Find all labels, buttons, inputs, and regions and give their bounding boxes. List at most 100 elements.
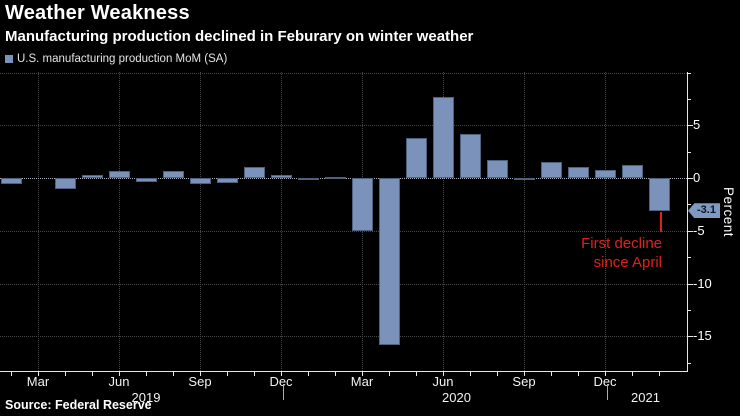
- annotation-line-2: since April: [593, 254, 662, 271]
- x-axis-tick: [11, 372, 12, 376]
- x-axis-month-label: Mar: [26, 374, 50, 389]
- bar-apr-2019: [54, 178, 76, 189]
- x-axis-line: [0, 371, 688, 372]
- x-axis-month-label: Jun: [432, 374, 454, 389]
- x-axis-tick: [605, 372, 606, 376]
- bar-sep-2020: [513, 178, 535, 181]
- x-axis-tick: [497, 372, 498, 376]
- bar-nov-2020: [567, 167, 589, 178]
- vertical-gridline: [38, 72, 39, 371]
- horizontal-gridline: [0, 125, 687, 127]
- x-axis-month-label: Dec: [593, 374, 617, 389]
- page-subtitle: Manufacturing production declined in Feb…: [5, 28, 474, 45]
- bar-sep-2019: [189, 178, 211, 185]
- y-axis-tick: [687, 72, 691, 74]
- x-axis-month-label: Jun: [108, 374, 130, 389]
- x-axis-year-label: 2019: [131, 390, 161, 405]
- bar-dec-2020: [594, 169, 616, 178]
- x-axis-tick: [389, 372, 390, 376]
- horizontal-gridline: [0, 336, 687, 338]
- horizontal-gridline: [0, 230, 687, 232]
- vertical-gridline: [281, 72, 282, 371]
- y-axis-tick-label: -10: [693, 275, 712, 291]
- x-axis-tick: [254, 372, 255, 376]
- x-axis-year-label: 2020: [442, 390, 471, 405]
- bar-jan-2020: [297, 178, 319, 180]
- bar-dec-2019: [270, 174, 292, 178]
- y-axis-tick: [687, 283, 693, 285]
- legend-label: U.S. manufacturing production MoM (SA): [17, 53, 228, 65]
- bar-jul-2019: [135, 178, 157, 183]
- x-axis-tick: [416, 372, 417, 376]
- x-axis-tick: [146, 372, 147, 376]
- y-axis-tick: [687, 125, 693, 127]
- horizontal-gridline: [0, 283, 687, 285]
- bar-jun-2019: [108, 170, 130, 178]
- x-axis-tick: [470, 372, 471, 376]
- legend: U.S. manufacturing production MoM (SA): [5, 53, 227, 65]
- x-axis-tick: [200, 372, 201, 376]
- y-axis-tick-label: -5: [693, 222, 705, 238]
- x-axis-tick: [173, 372, 174, 376]
- y-axis-line: [687, 72, 688, 372]
- bar-jun-2020: [432, 96, 454, 178]
- x-axis-tick: [119, 372, 120, 376]
- horizontal-gridline: [0, 72, 687, 74]
- x-axis-tick: [65, 372, 66, 376]
- bar-feb-2021: [648, 178, 670, 211]
- bar-apr-2020: [378, 178, 400, 345]
- vertical-gridline: [443, 72, 444, 371]
- year-divider-line: [607, 384, 608, 400]
- x-axis-year-label: 2021: [631, 390, 660, 405]
- bar-feb-2020: [324, 176, 346, 179]
- x-axis-month-label: Mar: [350, 374, 374, 389]
- year-divider-line: [283, 384, 284, 400]
- bar-jan-2021: [621, 165, 643, 178]
- x-axis-tick: [281, 372, 282, 376]
- vertical-gridline: [200, 72, 201, 371]
- y-axis-tick-label: 0: [693, 170, 701, 185]
- x-axis-tick: [335, 372, 336, 376]
- y-axis-tick: [687, 204, 691, 206]
- bar-jul-2020: [459, 133, 481, 178]
- vertical-gridline: [119, 72, 120, 371]
- bar-aug-2019: [162, 170, 184, 178]
- bar-may-2019: [81, 174, 103, 178]
- vertical-gridline: [605, 72, 606, 371]
- x-axis-tick: [524, 372, 525, 376]
- bar-feb-2019: [0, 178, 22, 185]
- bar-may-2020: [405, 137, 427, 178]
- y-axis-title: Percent: [721, 187, 736, 238]
- source-text: Source: Federal Reserve: [5, 398, 152, 412]
- x-axis-tick: [578, 372, 579, 376]
- legend-swatch-icon: [5, 55, 13, 63]
- y-axis-tick: [687, 230, 693, 232]
- y-axis-tick-label: -15: [693, 328, 712, 344]
- x-axis-tick: [659, 372, 660, 376]
- x-axis-month-label: Sep: [512, 374, 536, 389]
- value-callout-badge: -3.1: [688, 203, 720, 219]
- x-axis-tick: [227, 372, 228, 376]
- annotation-line-1: First decline: [581, 235, 662, 252]
- x-axis-tick: [308, 372, 309, 376]
- x-axis-month-label: Sep: [188, 374, 212, 389]
- bar-nov-2019: [243, 167, 265, 178]
- bar-mar-2020: [351, 178, 373, 231]
- x-axis-tick: [38, 372, 39, 376]
- y-axis-tick: [687, 151, 691, 153]
- x-axis-tick: [92, 372, 93, 376]
- y-axis-tick: [687, 309, 691, 311]
- x-axis-tick: [362, 372, 363, 376]
- page-title: Weather Weakness: [5, 2, 190, 24]
- x-axis-tick: [632, 372, 633, 376]
- x-axis-tick: [443, 372, 444, 376]
- x-axis-month-label: Dec: [269, 374, 293, 389]
- y-axis-tick: [687, 336, 693, 338]
- bar-oct-2020: [540, 162, 562, 178]
- y-axis-tick: [687, 178, 693, 179]
- y-axis-tick: [687, 257, 691, 259]
- vertical-gridline: [524, 72, 525, 371]
- x-axis-tick: [551, 372, 552, 376]
- y-axis-tick: [687, 362, 691, 364]
